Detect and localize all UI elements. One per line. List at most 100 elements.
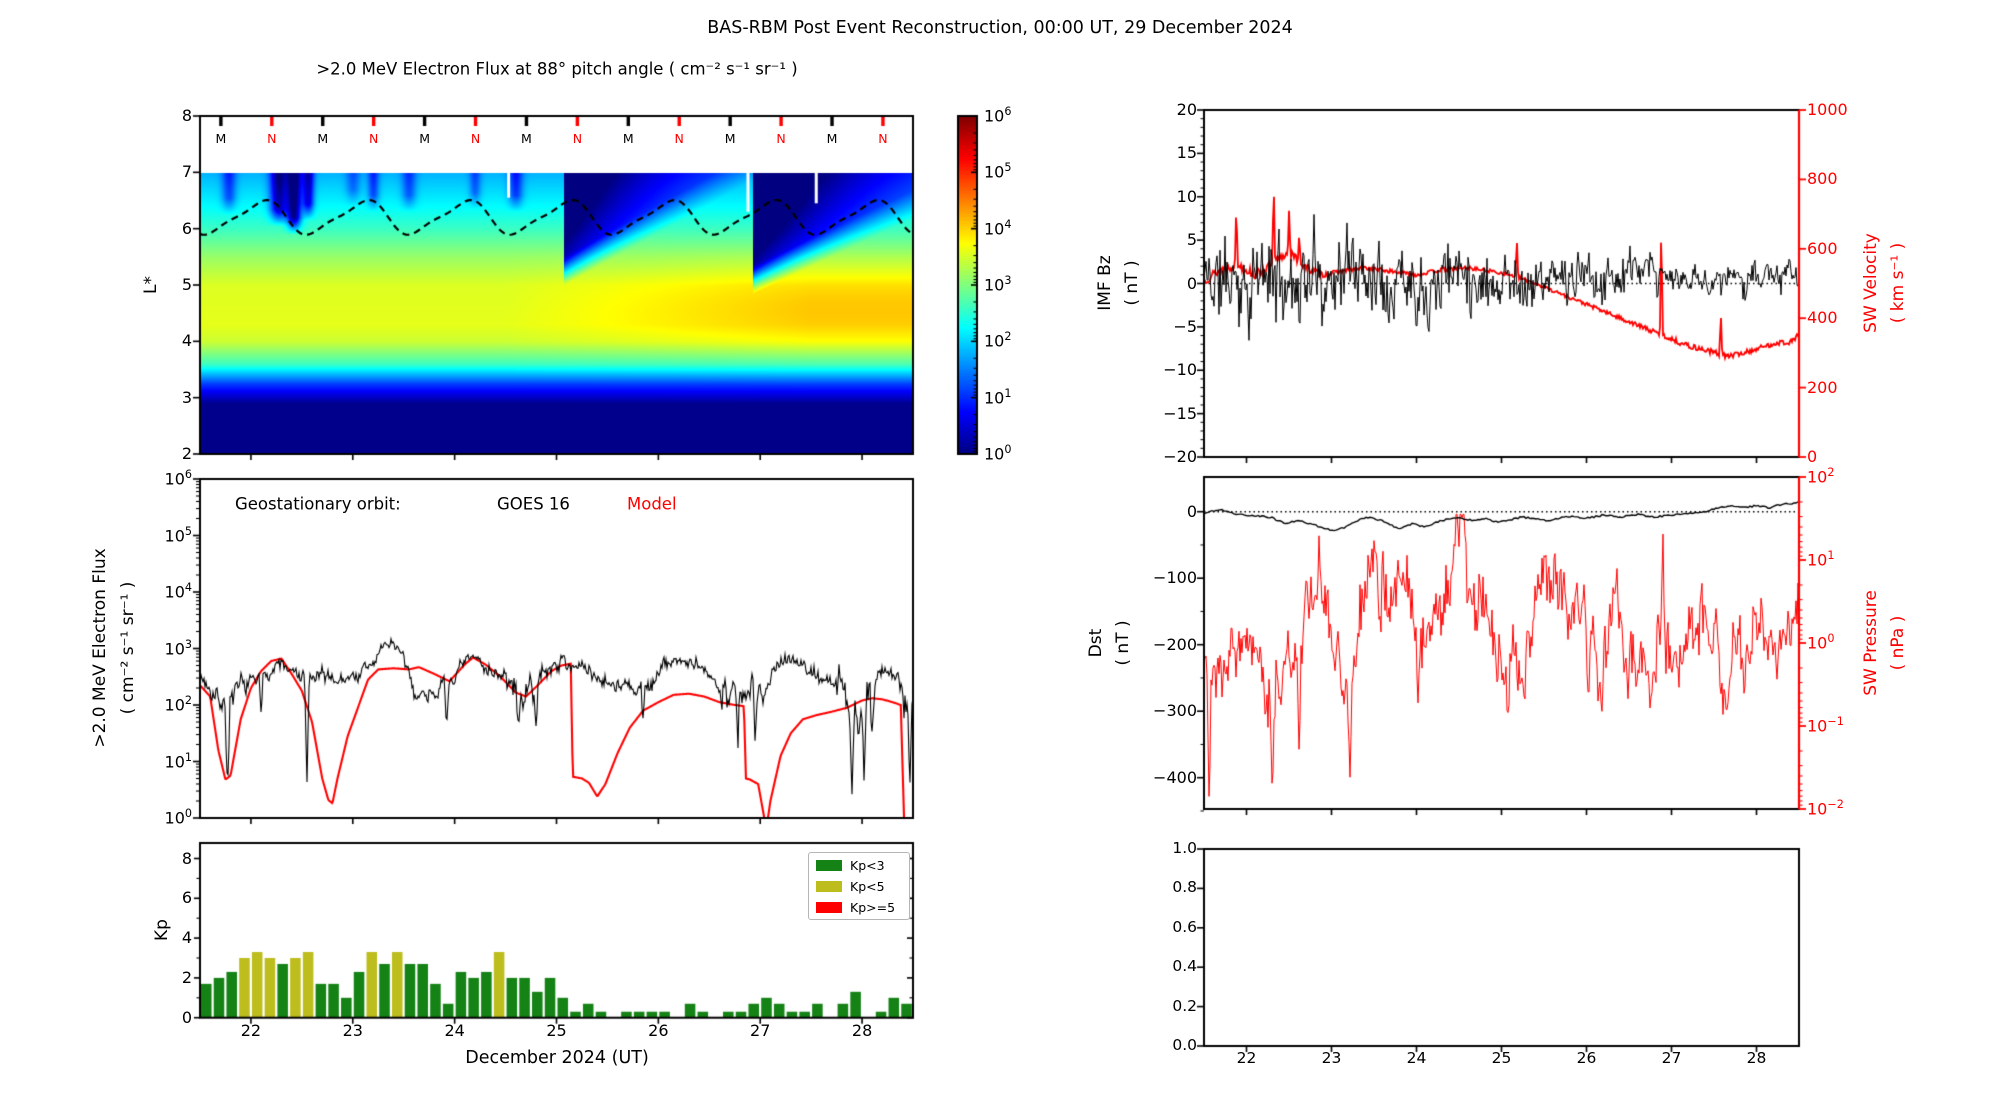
flux-ytick-label: 102: [164, 694, 192, 715]
heatmap-ytick-label: 8: [181, 105, 192, 125]
flux-series-goes-label: GOES 16: [497, 494, 570, 514]
heatmap-ytick-label: 3: [181, 387, 192, 407]
kp-ytick-label: 6: [181, 888, 192, 908]
kp-legend-label: Kp>=5: [850, 900, 896, 915]
mn-tick-label: N: [674, 130, 684, 146]
kp-legend-label: Kp<5: [850, 879, 885, 894]
colorbar-tick-label: 105: [984, 161, 1012, 182]
mn-tick-label: M: [317, 130, 329, 146]
dst-ytick-label: −100: [1153, 567, 1197, 587]
sw-velocity-tick-label: 0: [1807, 446, 1818, 466]
empty-ytick-label: 0.2: [1172, 996, 1197, 1015]
sw-velocity-tick-label: 400: [1807, 307, 1838, 327]
kp-xtick-label: 26: [648, 1020, 669, 1040]
sw-velocity-label-line2: ( km s⁻¹ ): [1888, 242, 1909, 324]
sw-pressure-tick-label: 10−1: [1807, 715, 1844, 736]
mn-tick-label: N: [267, 130, 277, 146]
flux-ytick-label: 101: [164, 750, 192, 771]
sw-velocity-tick-label: 800: [1807, 169, 1838, 189]
imf-ytick-label: 10: [1176, 186, 1197, 206]
empty-ytick-label: 0.8: [1172, 878, 1197, 897]
mn-tick-label: N: [572, 130, 583, 146]
mn-tick-label: N: [470, 130, 481, 146]
imf-ytick-label: −20: [1163, 446, 1197, 466]
mn-tick-label: M: [215, 130, 227, 146]
flux-ylabel-line2: ( cm⁻² s⁻¹ sr⁻¹ ): [118, 581, 139, 715]
kp-xtick-label: 22: [240, 1020, 262, 1040]
flux-ytick-label: 104: [164, 581, 192, 602]
kp-ytick-label: 8: [181, 848, 192, 868]
heatmap-ytick-label: 5: [181, 274, 192, 294]
imf-ylabel-line1: IMF Bz: [1095, 255, 1116, 311]
kp-xtick-label: 28: [851, 1020, 873, 1040]
sw-pressure-label-line2: ( nPa ): [1888, 615, 1909, 671]
empty-xtick-label: 22: [1236, 1049, 1257, 1068]
kp-xtick-label: 23: [342, 1020, 363, 1040]
flux-series-model-label: Model: [627, 494, 677, 514]
flux-annotation-label: Geostationary orbit:: [235, 494, 401, 514]
heatmap-ytick-label: 4: [181, 331, 192, 351]
kp-ytick-label: 0: [181, 1007, 192, 1027]
figure-title: BAS-RBM Post Event Reconstruction, 00:00…: [707, 17, 1293, 38]
imf-ytick-label: −5: [1173, 316, 1197, 336]
colorbar-tick-label: 100: [984, 443, 1012, 464]
dst-ytick-label: −200: [1153, 634, 1197, 654]
imf-ytick-label: 15: [1176, 143, 1197, 163]
heatmap-title: >2.0 MeV Electron Flux at 88° pitch angl…: [316, 59, 798, 79]
dst-ylabel-line2: ( nT ): [1113, 620, 1134, 666]
flux-ytick-label: 106: [164, 468, 192, 489]
kp-legend-swatch: [816, 881, 842, 892]
kp-ytick-label: 2: [181, 967, 192, 987]
flux-ylabel-line1: >2.0 MeV Electron Flux: [90, 548, 111, 748]
kp-legend: Kp<3 Kp<5 Kp>=5: [808, 852, 910, 920]
dst-ytick-label: −300: [1153, 700, 1197, 720]
kp-xlabel: December 2024 (UT): [465, 1047, 649, 1068]
sw-pressure-tick-label: 101: [1807, 549, 1835, 570]
mn-tick-label: N: [776, 130, 786, 146]
sw-pressure-tick-label: 102: [1807, 466, 1835, 487]
sw-velocity-tick-label: 600: [1807, 238, 1838, 258]
flux-ytick-label: 100: [164, 807, 192, 828]
kp-legend-label: Kp<3: [850, 858, 885, 873]
heatmap-ytick-label: 7: [181, 162, 192, 182]
dst-ytick-label: 0: [1186, 501, 1197, 521]
kp-legend-swatch: [816, 902, 842, 913]
sw-velocity-tick-label: 200: [1807, 377, 1838, 397]
sw-velocity-tick-label: 1000: [1807, 99, 1848, 119]
kp-xtick-label: 25: [546, 1020, 567, 1040]
sw-pressure-tick-label: 100: [1807, 632, 1835, 653]
heatmap-ytick-label: 2: [181, 443, 192, 463]
colorbar-tick-label: 103: [984, 274, 1012, 295]
empty-ytick-label: 1.0: [1172, 839, 1197, 858]
colorbar-tick-label: 102: [984, 330, 1012, 351]
imf-ytick-label: 5: [1186, 229, 1197, 249]
kp-ylabel: Kp: [152, 919, 173, 941]
empty-xtick-label: 24: [1406, 1049, 1427, 1068]
empty-xtick-label: 26: [1576, 1049, 1597, 1068]
kp-ytick-label: 4: [181, 927, 192, 947]
imf-ytick-label: −10: [1163, 360, 1197, 380]
flux-ytick-label: 105: [164, 524, 192, 545]
flux-ytick-label: 103: [164, 637, 192, 658]
mn-tick-label: M: [521, 130, 532, 146]
empty-ytick-label: 0.4: [1172, 957, 1197, 976]
heatmap-ylabel: L*: [141, 276, 162, 294]
mn-tick-label: M: [826, 130, 838, 146]
mn-tick-label: M: [724, 130, 736, 146]
empty-xtick-label: 27: [1661, 1049, 1682, 1068]
mn-tick-label: N: [368, 130, 379, 146]
empty-ytick-label: 0.6: [1172, 917, 1197, 936]
kp-xtick-label: 27: [750, 1020, 771, 1040]
empty-xtick-label: 28: [1746, 1049, 1767, 1068]
sw-pressure-label-line1: SW Pressure: [1861, 590, 1882, 696]
sw-velocity-label-line1: SW Velocity: [1861, 233, 1882, 333]
mn-tick-label: N: [878, 130, 888, 146]
sw-pressure-tick-label: 10−2: [1807, 798, 1844, 819]
kp-legend-swatch: [816, 860, 842, 871]
dst-ytick-label: −400: [1153, 767, 1197, 787]
imf-ytick-label: −15: [1163, 403, 1197, 423]
mn-tick-label: M: [419, 130, 430, 146]
colorbar-tick-label: 104: [984, 217, 1012, 239]
